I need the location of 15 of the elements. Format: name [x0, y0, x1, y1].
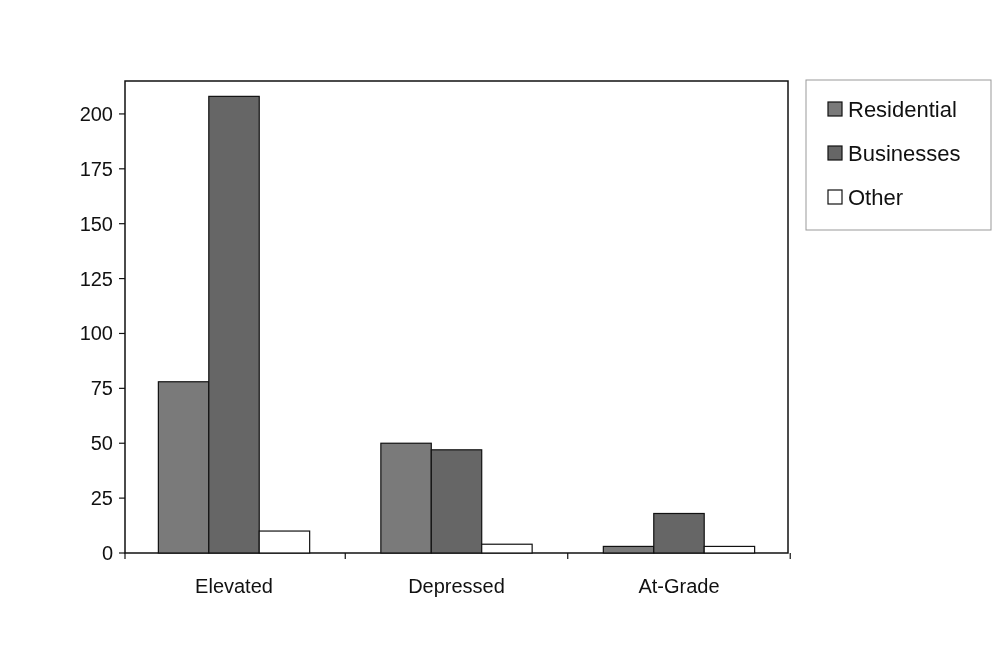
- y-tick-label: 75: [90, 377, 113, 400]
- y-tick-label: 50: [90, 432, 113, 455]
- x-tick-label: Depressed: [408, 575, 505, 597]
- y-tick-label: 0: [101, 542, 113, 564]
- y-tick-label: 150: [79, 212, 113, 235]
- y-tick-label: 100: [79, 322, 113, 345]
- x-tick-label: Elevated: [195, 575, 273, 597]
- legend-label: Residential: [848, 96, 957, 122]
- y-tick-label: 175: [79, 157, 113, 180]
- y-tick-label: 125: [79, 267, 113, 290]
- legend-label: Other: [848, 184, 904, 210]
- y-tick-label: 200: [79, 102, 113, 125]
- x-tick-label: At-Grade: [638, 575, 720, 597]
- y-tick-label: 25: [90, 487, 113, 510]
- legend-label: Businesses: [848, 140, 961, 166]
